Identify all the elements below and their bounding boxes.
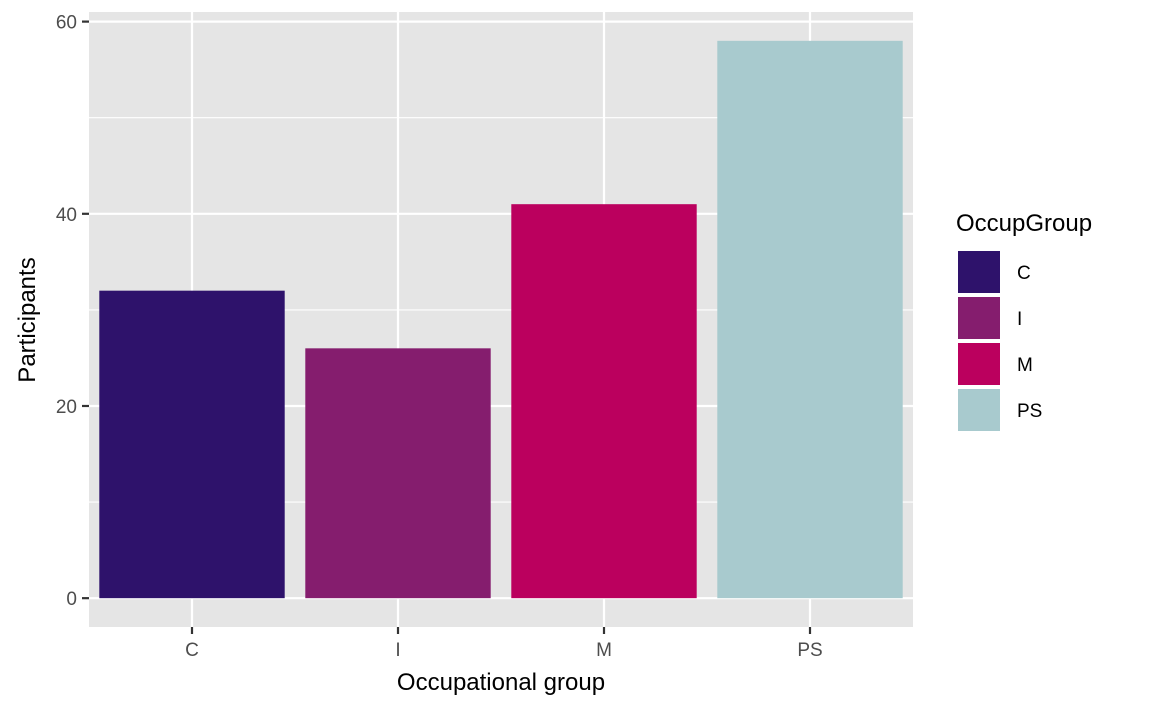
- y-tick-label: 20: [56, 397, 77, 418]
- y-axis-title: Participants: [14, 257, 41, 382]
- legend-key-m: [956, 341, 1002, 387]
- y-tick-label: 60: [56, 13, 77, 34]
- x-axis: C I M PS: [185, 627, 823, 661]
- legend-label: I: [1017, 309, 1022, 330]
- bar-i: [305, 348, 491, 599]
- legend: OccupGroup C I M PS: [956, 210, 1092, 433]
- legend-label: PS: [1017, 401, 1042, 422]
- x-tick-label: PS: [797, 640, 822, 661]
- bar-c: [99, 290, 285, 599]
- legend-key-ps: [956, 387, 1002, 433]
- bar-ps: [717, 40, 903, 599]
- legend-label: C: [1017, 263, 1031, 284]
- legend-label: M: [1017, 355, 1033, 376]
- x-tick-label: M: [596, 640, 612, 661]
- x-tick-label: I: [395, 640, 400, 661]
- legend-items: C I M PS: [956, 249, 1042, 433]
- x-axis-title: Occupational group: [397, 669, 605, 696]
- y-tick-label: 40: [56, 205, 77, 226]
- bar-m: [511, 204, 697, 599]
- y-axis: 0 20 40 60: [56, 13, 89, 610]
- legend-key-c: [956, 249, 1002, 295]
- y-tick-label: 0: [66, 589, 77, 610]
- bars: [99, 40, 903, 599]
- legend-title: OccupGroup: [956, 210, 1092, 237]
- x-tick-label: C: [185, 640, 199, 661]
- legend-key-i: [956, 295, 1002, 341]
